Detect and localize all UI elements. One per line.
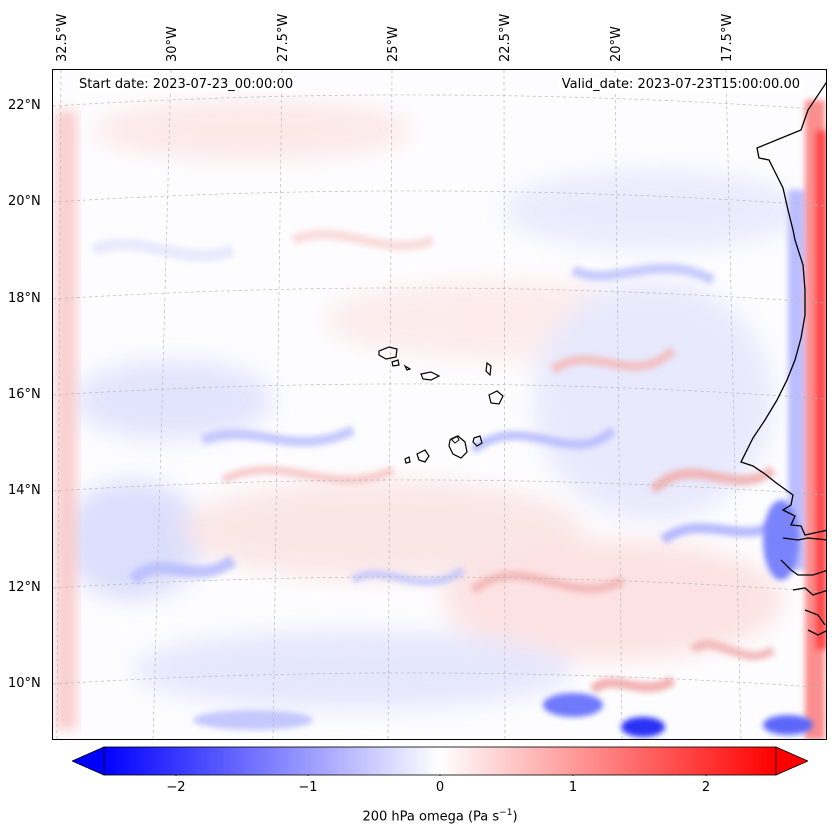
gridline-lon [387, 70, 393, 739]
gridline-lat [53, 383, 826, 400]
colorbar-gradient [103, 746, 777, 776]
lon-label-22.5w: 22.5°W [498, 13, 513, 62]
lon-label-32.5w: 32.5°W [55, 13, 70, 62]
colorbar-tick-0: 0 [435, 780, 445, 795]
gridline-lat [53, 190, 826, 207]
gridline-lon [614, 70, 623, 739]
colorbar-left-extension [72, 746, 105, 776]
colorbar-label-superscript: −1 [499, 808, 513, 818]
lat-label-16n: 16°N [8, 387, 41, 402]
field-streaks [90, 229, 786, 694]
africa-coastline [740, 81, 826, 636]
colorbar-label-main: 200 hPa omega (Pa s [362, 809, 500, 825]
valid-date-label: Valid_date: 2023-07-23T15:00:00.00 [558, 77, 803, 92]
gridline-lon [272, 70, 283, 739]
lat-label-12n: 12°N [8, 580, 41, 595]
start-date-label: Start date: 2023-07-23_00:00:00 [76, 77, 297, 92]
lat-label-10n: 10°N [8, 676, 41, 691]
lon-label-30w: 30°W [165, 26, 180, 62]
lat-label-18n: 18°N [8, 291, 41, 306]
lat-label-22n: 22°N [8, 98, 41, 113]
lon-label-25w: 25°W [386, 26, 401, 62]
gridline-lat [53, 287, 826, 304]
lat-label-14n: 14°N [8, 483, 41, 498]
colorbar-tick-2: 2 [701, 780, 711, 795]
lat-label-20n: 20°N [8, 194, 41, 209]
colorbar-tick-marks [175, 775, 707, 776]
gridline-lon [503, 70, 506, 739]
southern-blue-patches [193, 500, 813, 737]
colorbar-tick-neg1: −1 [298, 780, 318, 795]
gridline-lon [152, 70, 172, 739]
lon-label-17.5w: 17.5°W [720, 13, 735, 62]
colorbar-right-extension [775, 746, 808, 776]
colorbar-tick-neg2: −2 [166, 780, 186, 795]
gridline-lat [53, 479, 826, 496]
gridline-lon [56, 70, 62, 739]
west-edge-band [55, 110, 77, 730]
gridline-lat [53, 576, 826, 593]
east-edge-band [788, 100, 826, 739]
colorbar-label-end: ) [512, 809, 518, 825]
graticule [53, 70, 826, 739]
colorbar-tick-1: 1 [568, 780, 578, 795]
omega-field-map [53, 70, 826, 739]
colorbar-label: 200 hPa omega (Pa s−1) [0, 808, 837, 824]
colorbar [72, 746, 808, 776]
lon-label-20w: 20°W [609, 26, 624, 62]
gridline-lat [53, 94, 826, 111]
cape-verde-islands [378, 346, 504, 464]
field-broad-patterns [63, 100, 803, 710]
lon-label-27.5w: 27.5°W [276, 13, 291, 62]
gridline-lat [53, 672, 826, 689]
map-panel[interactable] [52, 69, 827, 740]
gridline-lon [725, 70, 742, 739]
